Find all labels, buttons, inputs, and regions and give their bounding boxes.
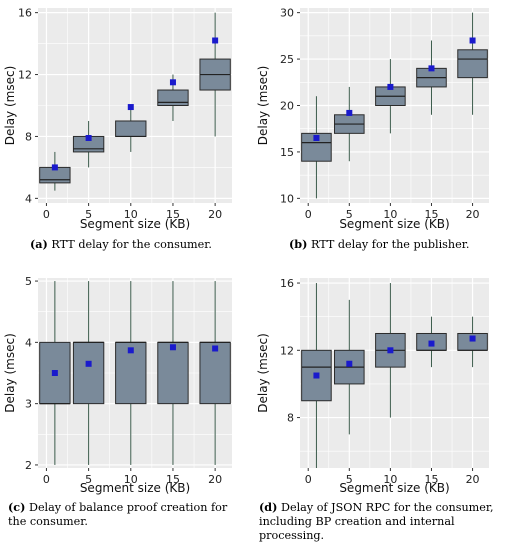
x-tick-label: 10 bbox=[383, 473, 397, 486]
mean-marker bbox=[212, 37, 219, 44]
y-axis-label: Delay (msec) bbox=[3, 66, 17, 146]
caption-b-text: RTT delay for the publisher. bbox=[310, 238, 470, 251]
caption-d: (d) Delay of JSON RPC for the consumer, … bbox=[259, 500, 505, 543]
box-iqr bbox=[157, 89, 189, 107]
y-tick-label: 8 bbox=[25, 130, 32, 143]
y-axis-label: Delay (msec) bbox=[3, 333, 17, 413]
x-tick-label: 0 bbox=[305, 208, 312, 221]
y-tick-label: 30 bbox=[280, 7, 294, 20]
y-tick-label: 12 bbox=[18, 69, 32, 82]
mean-marker bbox=[212, 345, 219, 352]
y-tick-label: 4 bbox=[25, 192, 32, 205]
x-tick-label: 5 bbox=[346, 208, 353, 221]
y-tick-label: 3 bbox=[25, 398, 32, 411]
panel-c: 2 3 4 5 0 5 10 15 20 Segment size (KB) Delay (msec… bbox=[0, 270, 253, 540]
mean-marker bbox=[51, 164, 58, 171]
chart-c: 2 3 4 5 0 5 10 15 20 Segment size (KB) Delay (msec… bbox=[3, 275, 232, 495]
mean-marker bbox=[428, 65, 435, 72]
y-axis-label: Delay (msec) bbox=[256, 66, 270, 146]
x-tick-label: 15 bbox=[166, 208, 180, 221]
y-tick-label: 16 bbox=[280, 277, 294, 290]
y-tick-label: 2 bbox=[25, 459, 32, 472]
y-tick-label: 16 bbox=[18, 7, 32, 20]
mean-marker bbox=[313, 135, 320, 141]
x-tick-label: 20 bbox=[208, 473, 222, 486]
mean-marker bbox=[469, 335, 476, 342]
y-tick-label: 8 bbox=[287, 412, 294, 425]
caption-d-label: (d) bbox=[259, 500, 278, 514]
x-tick-label: 20 bbox=[208, 208, 222, 221]
box-iqr bbox=[157, 341, 189, 405]
x-tick-label: 15 bbox=[424, 473, 438, 486]
mean-marker bbox=[313, 372, 320, 379]
y-tick-label: 10 bbox=[280, 192, 294, 205]
box-iqr bbox=[199, 341, 231, 405]
box-iqr bbox=[115, 120, 147, 137]
mean-marker bbox=[85, 360, 92, 367]
caption-a-label: (a) bbox=[30, 237, 48, 251]
x-tick-label: 10 bbox=[124, 473, 138, 486]
y-tick-label: 25 bbox=[280, 53, 294, 66]
mean-marker bbox=[169, 79, 176, 86]
x-tick-label: 15 bbox=[424, 208, 438, 221]
caption-c-label: (c) bbox=[8, 500, 26, 514]
x-tick-label: 5 bbox=[85, 208, 92, 221]
mean-marker bbox=[127, 347, 134, 354]
mean-marker bbox=[127, 104, 134, 111]
x-tick-label: 10 bbox=[383, 208, 397, 221]
caption-c: (c) Delay of balance proof creation for … bbox=[8, 500, 248, 529]
mean-marker bbox=[346, 360, 353, 367]
chart-a: 4 8 12 16 0 5 10 15 20 Segment size (KB) Delay (ms… bbox=[3, 7, 232, 231]
x-axis-label: Segment size (KB) bbox=[339, 481, 449, 495]
mean-marker bbox=[387, 83, 394, 90]
mean-marker bbox=[51, 370, 58, 376]
y-tick-label: 20 bbox=[280, 100, 294, 113]
x-tick-label: 20 bbox=[466, 473, 480, 486]
y-tick-label: 12 bbox=[280, 344, 294, 357]
x-tick-label: 5 bbox=[85, 473, 92, 486]
mean-marker bbox=[428, 340, 435, 347]
y-tick-label: 4 bbox=[25, 336, 32, 349]
caption-c-text: Delay of balance proof creation for the … bbox=[8, 501, 228, 528]
caption-a-text: RTT delay for the consumer. bbox=[51, 238, 212, 251]
box-iqr bbox=[72, 341, 105, 405]
caption-b-label: (b) bbox=[289, 237, 308, 251]
panel-a: 4 8 12 16 0 5 10 15 20 Segment size (KB) Delay (ms… bbox=[0, 0, 253, 270]
caption-b: (b) RTT delay for the publisher. bbox=[289, 237, 504, 252]
x-axis-label: Segment size (KB) bbox=[339, 217, 449, 231]
mean-marker bbox=[387, 347, 394, 354]
caption-a: (a) RTT delay for the consumer. bbox=[30, 237, 250, 252]
y-tick-label: 5 bbox=[25, 275, 32, 288]
x-axis-label: Segment size (KB) bbox=[80, 217, 190, 231]
x-tick-label: 15 bbox=[166, 473, 180, 486]
panel-d: 8 12 16 0 5 10 15 20 Segment size (KB) Delay (mse… bbox=[253, 270, 506, 543]
mean-marker bbox=[469, 37, 476, 44]
mean-marker bbox=[85, 135, 92, 141]
x-tick-label: 0 bbox=[305, 473, 312, 486]
x-tick-label: 20 bbox=[466, 208, 480, 221]
x-tick-label: 10 bbox=[124, 208, 138, 221]
mean-marker bbox=[346, 109, 353, 116]
x-tick-label: 5 bbox=[346, 473, 353, 486]
chart-b: 10 15 20 25 30 0 5 10 15 20 Segment size (KB) Delay… bbox=[256, 7, 489, 231]
x-axis-label: Segment size (KB) bbox=[80, 481, 190, 495]
chart-d: 8 12 16 0 5 10 15 20 Segment size (KB) Delay (mse… bbox=[256, 277, 489, 495]
panel-b: 10 15 20 25 30 0 5 10 15 20 Segment size (KB) Delay… bbox=[253, 0, 506, 270]
y-axis-label: Delay (msec) bbox=[256, 333, 270, 413]
mean-marker bbox=[169, 344, 176, 351]
caption-d-text: Delay of JSON RPC for the consumer, incl… bbox=[259, 501, 494, 542]
x-tick-label: 0 bbox=[43, 208, 50, 221]
y-tick-label: 15 bbox=[280, 146, 294, 159]
box-iqr bbox=[457, 49, 488, 79]
x-tick-label: 0 bbox=[43, 473, 50, 486]
